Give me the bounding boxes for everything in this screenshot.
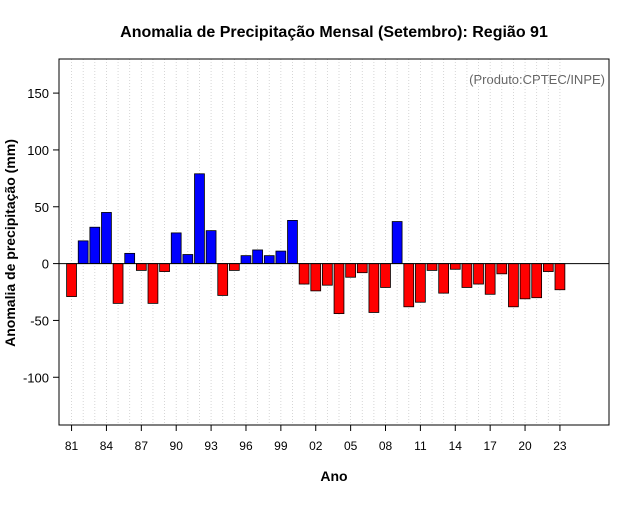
source-annotation: (Produto:CPTEC/INPE): [469, 72, 605, 87]
bar-96: [240, 255, 252, 264]
bar-86: [124, 252, 136, 264]
bar-95: [229, 263, 240, 271]
bar-07: [368, 263, 380, 313]
y-tick-label: -50: [30, 313, 49, 328]
bar-94: [217, 263, 229, 296]
bar-17: [484, 263, 496, 295]
bar-14: [449, 263, 461, 270]
x-tick-label: 05: [344, 439, 358, 453]
y-tick-label: 100: [27, 143, 49, 158]
y-tick-label: -100: [23, 370, 49, 385]
bar-89: [159, 263, 170, 272]
grid-layer: [71, 59, 561, 425]
x-tick-label: 99: [274, 439, 288, 453]
bar-00: [287, 220, 298, 264]
bar-83: [89, 226, 101, 264]
bar-91: [182, 254, 194, 264]
x-tick-label: 08: [379, 439, 393, 453]
bar-10: [403, 263, 415, 308]
x-tick-label: 11: [414, 439, 427, 453]
y-tick-label: 0: [42, 257, 49, 272]
bar-82: [77, 240, 89, 264]
bar-01: [298, 263, 310, 285]
x-axis-title: Ano: [320, 468, 347, 484]
bar-87: [135, 263, 147, 271]
bar-22: [542, 263, 554, 272]
y-tick-label: 150: [27, 86, 49, 101]
bar-23: [554, 263, 566, 291]
bar-04: [333, 263, 345, 315]
bar-88: [147, 263, 159, 304]
bar-06: [356, 263, 368, 274]
bar-92: [194, 173, 205, 264]
x-tick-label: 96: [239, 439, 253, 453]
bar-08: [380, 263, 391, 288]
y-tick-label: 50: [35, 200, 49, 215]
bar-13: [438, 263, 449, 294]
x-tick-label: 93: [204, 439, 218, 453]
x-tick-label: 02: [309, 439, 323, 453]
bar-05: [345, 263, 356, 278]
bar-12: [426, 263, 438, 271]
bar-03: [322, 263, 333, 286]
bar-20: [519, 263, 531, 300]
bar-16: [473, 263, 484, 285]
x-tick-label: 17: [483, 439, 497, 453]
bar-09: [391, 221, 403, 264]
x-tick-label: 81: [65, 439, 79, 453]
x-tick-label: 23: [553, 439, 567, 453]
axes-layer: -100 -50 0 50 100 150 81 84 87 90 93 96 99 02 05 08 11 14…: [23, 58, 610, 453]
x-tick-label: 14: [449, 439, 463, 453]
x-tick-label: 90: [170, 439, 184, 453]
x-tick-label: 87: [135, 439, 149, 453]
x-tick-label: 84: [100, 439, 114, 453]
chart-title: Anomalia de Precipitação Mensal (Setembr…: [120, 24, 548, 41]
bar-97: [252, 249, 263, 264]
bar-99: [275, 250, 287, 264]
plot-frame: [58, 58, 610, 426]
bar-21: [531, 263, 543, 299]
bar-93: [205, 230, 217, 264]
bars-layer: [66, 173, 566, 315]
bar-85: [112, 263, 124, 304]
bar-02: [310, 263, 322, 292]
bar-18: [496, 263, 508, 275]
bar-84: [101, 212, 112, 264]
y-axis-title: Anomalia de precipitação (mm): [2, 139, 18, 347]
bar-15: [461, 263, 473, 288]
bar-11: [415, 263, 426, 303]
x-tick-label: 20: [518, 439, 532, 453]
bar-90: [170, 232, 182, 264]
bar-98: [263, 255, 275, 264]
bar-19: [508, 263, 519, 308]
bar-81: [66, 263, 77, 297]
